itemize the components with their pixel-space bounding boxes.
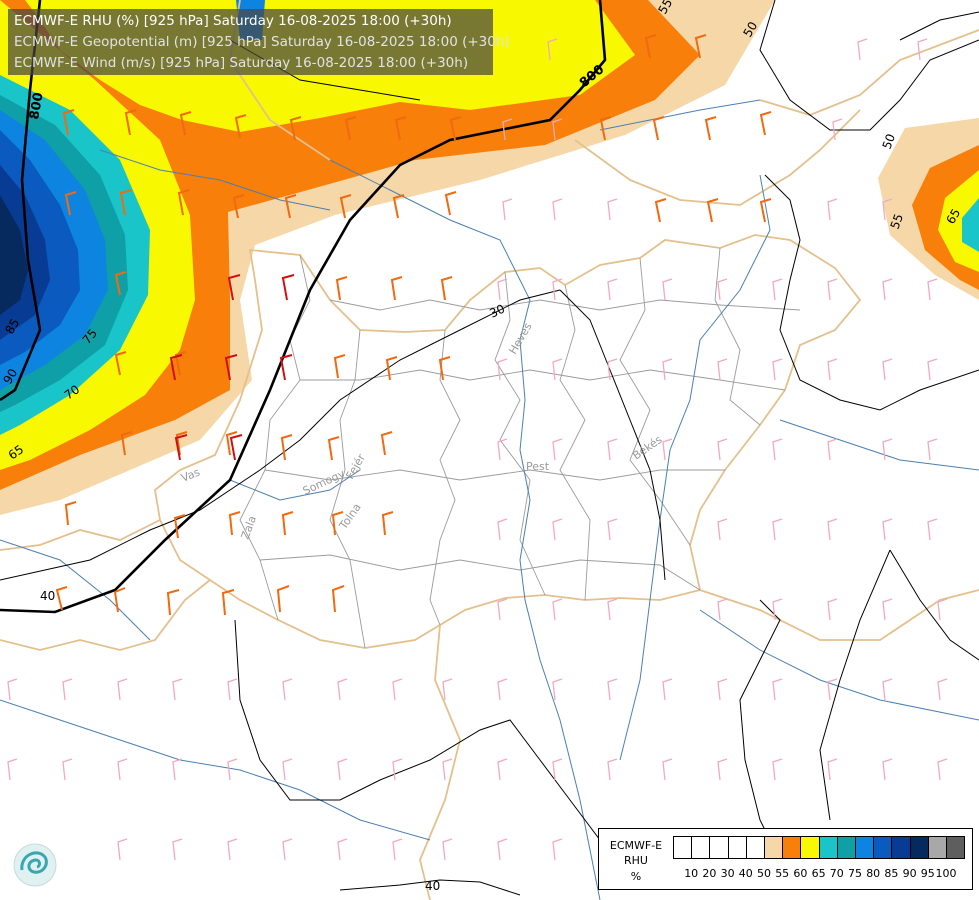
legend-swatch	[818, 836, 838, 859]
geopotential-label: 800	[27, 91, 46, 120]
geopotential-line-800-west	[0, 0, 42, 402]
rhu-shading-west	[0, 0, 775, 515]
legend-swatch	[673, 836, 693, 859]
legend-tick-label: 10	[684, 867, 699, 880]
legend-swatch	[836, 836, 856, 859]
legend-tick-label: 40	[738, 867, 753, 880]
rhu-legend: ECMWF-E RHU % 10 20 30 40 50 55 60 65 70 75 80 85 90…	[598, 828, 973, 890]
legend-swatch	[745, 836, 765, 859]
legend-swatch	[691, 836, 711, 859]
ecmwf-logo	[12, 842, 58, 888]
legend-swatch	[764, 836, 784, 859]
legend-tick-label: 70	[829, 867, 844, 880]
legend-tick-label: 60	[793, 867, 808, 880]
legend-tick-label: 80	[866, 867, 881, 880]
legend-swatch	[709, 836, 729, 859]
legend-tick-label: 75	[848, 867, 862, 880]
contour-label: 50	[880, 132, 898, 151]
wind-barbs-orange	[55, 34, 772, 616]
legend-swatch	[782, 836, 802, 859]
legend-swatch	[927, 836, 947, 859]
contour-label: 55	[888, 212, 906, 231]
legend-title-unit: %	[630, 870, 642, 883]
legend-tick-label: 85	[884, 867, 899, 880]
legend-title-model: ECMWF-E	[609, 839, 663, 852]
legend-tick-label: 20	[702, 867, 717, 880]
contour-label: 40	[40, 589, 55, 603]
contour-label: 90	[0, 366, 20, 386]
rhu-shading-east	[878, 118, 979, 300]
contour-label: 50	[740, 19, 760, 39]
legend-swatch	[855, 836, 875, 859]
rivers	[0, 99, 979, 900]
legend-swatch	[800, 836, 820, 859]
geopotential-line-800	[0, 0, 607, 614]
map-header: ECMWF-E RHU (%) [925 hPa] Saturday 16-08…	[8, 9, 510, 75]
swirl-logo-icon	[13, 843, 57, 887]
legend-swatch	[873, 836, 893, 859]
header-title-rhu: ECMWF-E RHU (%) [925 hPa] Saturday 16-08…	[14, 13, 452, 29]
legend-swatch	[909, 836, 929, 859]
rhu-area-90	[0, 195, 28, 315]
region-label-bekes: Békés	[630, 433, 665, 463]
region-label-fejer: Fejér	[343, 451, 368, 481]
contour-label: 30	[487, 302, 507, 321]
geopotential-contours	[0, 0, 607, 614]
legend-tick-label: 30	[720, 867, 735, 880]
header-title-wind: ECMWF-E Wind (m/s) [925 hPa] Saturday 16…	[14, 55, 469, 71]
legend-tick-label: 90	[902, 867, 917, 880]
region-label-zala: Zala	[239, 514, 259, 541]
legend-title-variable: RHU	[624, 854, 648, 867]
legend-tick-label: 50	[757, 867, 771, 880]
legend-swatch	[946, 836, 966, 859]
region-label-somogy: Somogy	[301, 467, 347, 498]
region-label-heves: Heves	[506, 320, 534, 356]
region-label-pest: Pest	[526, 460, 550, 473]
legend-tick-label: 65	[811, 867, 826, 880]
legend-swatch	[727, 836, 747, 859]
wind-barbs-red	[169, 274, 295, 461]
legend-tick-label: 95	[920, 867, 935, 880]
wind-barbs-pink	[7, 38, 948, 861]
rhu-area-55	[0, 0, 700, 490]
contour-label: 85	[2, 316, 22, 336]
contour-label: 40	[425, 879, 440, 893]
header-title-geopotential: ECMWF-E Geopotential (m) [925 hPa] Satur…	[14, 34, 510, 50]
legend-tick-label: 55	[775, 867, 790, 880]
contour-label: 65	[943, 206, 963, 226]
legend-tick-label: 100	[935, 867, 957, 880]
legend-swatch	[891, 836, 911, 859]
region-label-tolna: Tolna	[336, 501, 363, 533]
